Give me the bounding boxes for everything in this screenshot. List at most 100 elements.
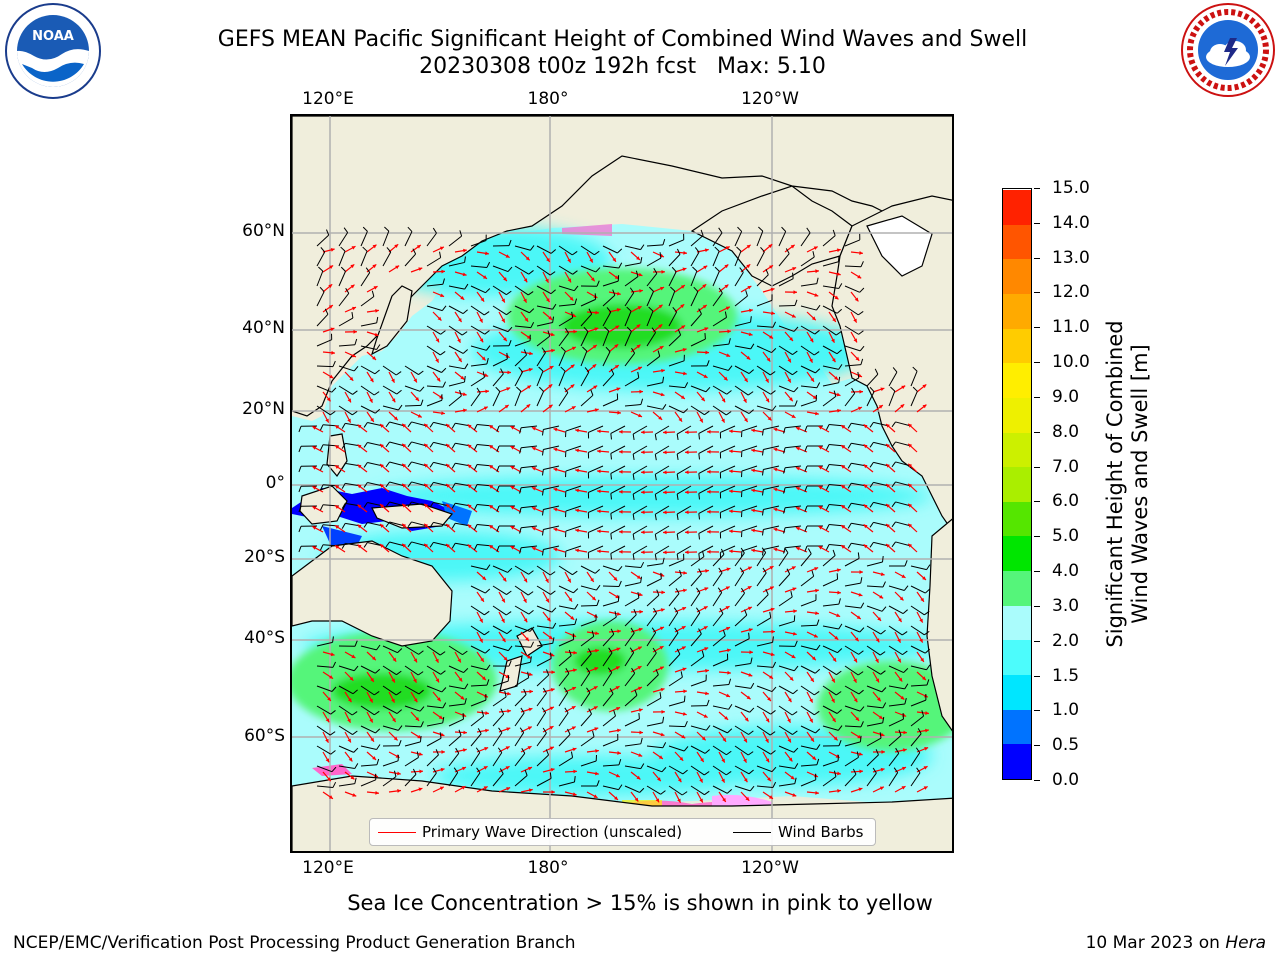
wave-direction-arrow	[894, 730, 908, 735]
wind-barb	[624, 270, 639, 287]
wave-direction-arrow	[586, 648, 599, 653]
wind-barb	[492, 325, 513, 333]
wave-direction-arrow	[894, 571, 906, 579]
wave-direction-arrow	[684, 530, 698, 535]
wind-barb	[741, 425, 758, 438]
wave-direction-arrow	[542, 271, 549, 283]
wind-barb	[610, 425, 626, 440]
wave-direction-arrow	[322, 651, 335, 657]
wave-direction-arrow	[916, 611, 924, 623]
wind-barb	[580, 599, 600, 607]
wave-direction-arrow	[762, 771, 772, 782]
wind-barb	[448, 376, 466, 387]
wave-direction-arrow	[510, 545, 522, 553]
wave-direction-arrow	[885, 503, 896, 513]
wave-direction-arrow	[322, 411, 330, 423]
wave-direction-arrow	[312, 425, 324, 433]
wave-direction-arrow	[674, 303, 685, 313]
wind-barb	[558, 366, 566, 387]
wave-direction-arrow	[784, 331, 794, 342]
lon-label-bottom-120w: 120°W	[741, 858, 799, 878]
wave-direction-arrow	[916, 383, 927, 393]
wind-barb	[470, 625, 490, 636]
wave-direction-arrow	[401, 543, 412, 553]
wave-direction-arrow	[696, 731, 707, 741]
wave-direction-arrow	[828, 271, 841, 276]
wind-barb	[866, 665, 886, 675]
wind-barb	[382, 365, 402, 376]
wind-barb	[558, 633, 575, 647]
wind-barb	[844, 345, 865, 352]
wind-barb	[558, 649, 572, 667]
wind-barb	[338, 338, 358, 347]
wave-direction-arrow	[410, 671, 417, 683]
wind-barb	[536, 303, 557, 310]
wave-direction-arrow	[454, 408, 467, 413]
wave-direction-arrow	[773, 427, 786, 433]
wind-barb	[888, 698, 907, 707]
wind-barb	[756, 321, 777, 328]
wind-barb	[822, 376, 841, 387]
wind-barb	[514, 747, 526, 767]
wind-barb	[602, 289, 616, 307]
wave-direction-arrow	[366, 371, 374, 383]
wave-direction-arrow	[520, 591, 527, 603]
wind-barb	[756, 365, 776, 376]
wind-barb	[602, 611, 617, 627]
wave-direction-arrow	[885, 483, 896, 493]
wave-direction-arrow	[608, 271, 620, 280]
wave-direction-arrow	[818, 465, 830, 473]
wind-barb	[470, 679, 490, 687]
wind-barb	[690, 568, 702, 587]
wave-direction-arrow	[520, 403, 531, 413]
wind-barb	[734, 365, 755, 374]
wind-barb	[580, 584, 601, 591]
wave-direction-arrow	[706, 429, 720, 434]
wind-barb	[822, 549, 836, 567]
wave-direction-arrow	[762, 371, 770, 383]
wave-direction-arrow	[410, 651, 418, 663]
wind-barb	[654, 485, 670, 501]
wind-barb	[866, 685, 887, 693]
wave-direction-arrow	[718, 306, 731, 313]
wave-direction-arrow	[553, 427, 566, 433]
wind-barb	[869, 441, 890, 448]
wave-direction-arrow	[684, 510, 698, 515]
wind-barb	[668, 382, 689, 389]
wind-barb	[690, 286, 699, 307]
wind-barb	[536, 772, 552, 787]
wind-barb	[426, 227, 437, 247]
wave-direction-arrow	[773, 527, 786, 533]
wind-barb	[822, 255, 840, 267]
wave-direction-arrow	[784, 371, 792, 383]
wave-direction-arrow	[784, 691, 792, 703]
wind-barb	[734, 343, 755, 350]
wind-barb	[316, 229, 330, 247]
wind-barb	[866, 716, 885, 727]
wave-height-map	[290, 114, 954, 853]
wind-barb	[470, 371, 485, 387]
wave-direction-arrow	[454, 291, 465, 301]
wave-direction-arrow	[564, 291, 574, 301]
wave-direction-arrow	[322, 671, 334, 680]
wind-barb	[448, 767, 459, 787]
wave-direction-arrow	[696, 265, 708, 273]
wave-direction-arrow	[718, 791, 727, 803]
wind-barb	[448, 683, 469, 690]
wave-direction-arrow	[608, 364, 620, 373]
wave-direction-arrow	[872, 387, 885, 393]
wave-direction-arrow	[476, 311, 484, 323]
wave-direction-arrow	[432, 371, 441, 382]
wind-barb	[891, 461, 912, 468]
wind-barb	[668, 745, 689, 752]
lon-label-top-180: 180°	[527, 89, 569, 109]
wind-barb	[602, 580, 622, 588]
wave-direction-arrow	[640, 510, 654, 515]
wind-barb	[514, 334, 531, 347]
wind-barb	[470, 345, 491, 351]
wind-barb	[426, 732, 442, 747]
wind-barb	[404, 751, 419, 767]
wind-barb	[565, 445, 582, 458]
wind-barb	[800, 758, 820, 767]
wind-barb	[338, 287, 350, 307]
